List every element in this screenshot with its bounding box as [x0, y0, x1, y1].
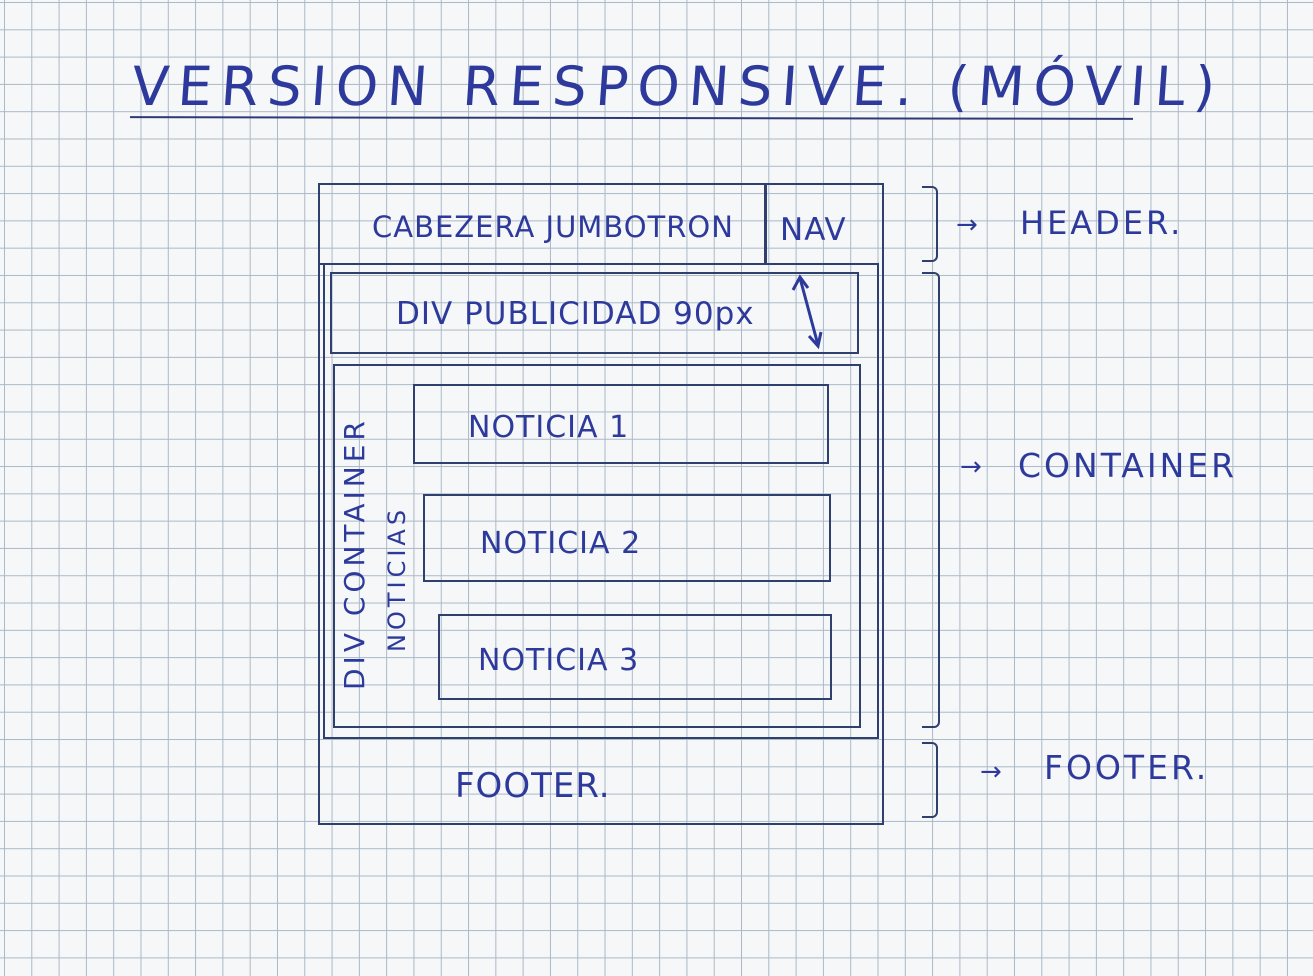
news-item-box: [413, 384, 829, 464]
ad-label: DIV PUBLICIDAD 90px: [396, 296, 755, 332]
footer-label: FOOTER.: [455, 766, 611, 806]
nav-divider: [764, 185, 767, 263]
nav-label: NAV: [780, 212, 847, 248]
mobile-frame: [318, 183, 884, 825]
news-item-box: [438, 614, 832, 700]
news-item-label: NOTICIA 2: [480, 526, 642, 561]
news-container-box: [333, 364, 861, 728]
container-annotation: CONTAINER: [1018, 446, 1238, 485]
header-annotation: HEADER.: [1020, 204, 1184, 242]
footer-brace: [922, 742, 938, 818]
arrow-right-icon: →: [980, 757, 1002, 787]
news-item-label: NOTICIA 1: [468, 410, 630, 445]
container-brace: [922, 272, 940, 728]
header-brace: [922, 186, 938, 262]
arrow-right-icon: →: [956, 210, 978, 240]
footer-box: [323, 737, 875, 821]
arrow-right-icon: →: [960, 452, 982, 482]
jumbotron-label: CABEZERA JUMBOTRON: [372, 210, 734, 244]
news-item-label: NOTICIA 3: [478, 643, 640, 678]
footer-annotation: FOOTER.: [1044, 748, 1210, 787]
news-item-box: [423, 494, 831, 582]
ad-box: [330, 272, 859, 354]
